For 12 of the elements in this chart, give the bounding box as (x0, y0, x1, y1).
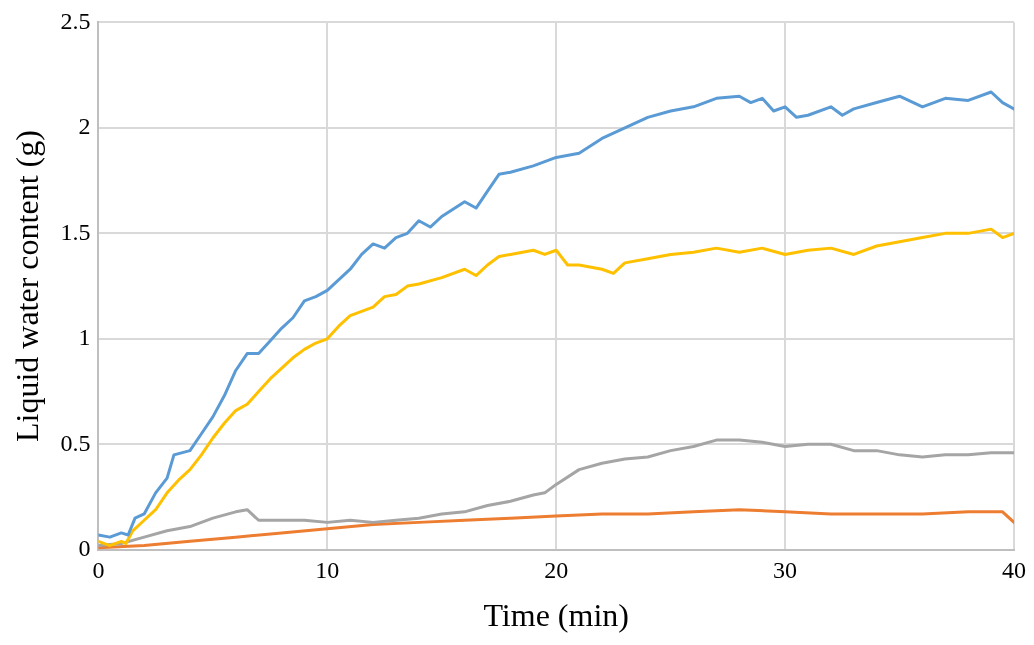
y-tick-label: 0.5 (60, 429, 91, 456)
x-tick-label: 30 (773, 557, 798, 584)
y-axis-title: Liquid water content (g) (8, 130, 45, 443)
y-tick-label: 1 (78, 324, 91, 351)
y-tick-label: 2.5 (60, 7, 91, 34)
x-tick-label: 20 (544, 557, 569, 584)
x-tick-label: 40 (1002, 557, 1026, 584)
x-axis-title: Time (min) (483, 597, 629, 634)
x-tick-label: 10 (315, 557, 340, 584)
y-tick-label: 1.5 (60, 218, 91, 245)
y-tick-label: 0 (78, 535, 91, 562)
y-tick-label: 2 (78, 113, 91, 140)
